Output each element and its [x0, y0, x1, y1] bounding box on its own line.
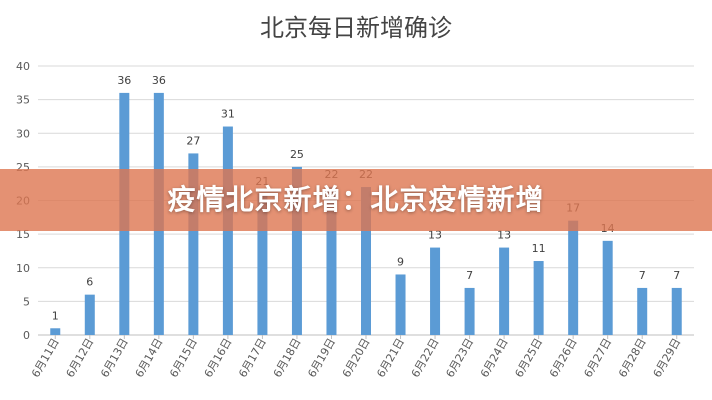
bar [671, 287, 682, 335]
x-tick-label: 6月19日 [305, 336, 338, 380]
y-tick-label: 5 [23, 295, 30, 308]
bar [430, 247, 441, 335]
y-tick-label: 35 [16, 94, 30, 107]
data-label: 31 [221, 108, 235, 121]
bar [533, 261, 544, 335]
y-tick-label: 0 [23, 329, 30, 342]
bar [50, 328, 61, 335]
bar [84, 294, 95, 335]
bar [291, 166, 302, 335]
x-tick-label: 6月28日 [616, 336, 649, 380]
bar [602, 240, 613, 335]
x-tick-label: 6月25日 [512, 336, 545, 380]
x-tick-label: 6月23日 [443, 336, 476, 380]
data-label: 36 [152, 74, 166, 87]
data-label: 7 [673, 269, 680, 282]
bar [637, 287, 648, 335]
x-tick-label: 6月20日 [340, 336, 373, 380]
overlay-banner: 疫情北京新增：北京疫情新增 [0, 169, 712, 231]
x-tick-label: 6月21日 [374, 336, 407, 380]
y-tick-label: 30 [16, 127, 30, 140]
data-label: 13 [428, 229, 442, 242]
x-tick-label: 6月27日 [582, 336, 615, 380]
data-label: 6 [86, 276, 93, 289]
x-tick-label: 6月26日 [547, 336, 580, 380]
x-tick-label: 6月17日 [236, 336, 269, 380]
bar [361, 187, 371, 335]
chart-title: 北京每日新增确诊 [260, 14, 452, 42]
data-label: 7 [639, 269, 646, 282]
data-label: 13 [497, 229, 511, 242]
bar [257, 193, 268, 335]
data-label: 1 [52, 309, 59, 322]
x-tick-label: 6月16日 [202, 336, 235, 380]
x-tick-label: 6月18日 [271, 336, 304, 380]
bar [188, 153, 199, 335]
x-tick-label: 6月29日 [651, 336, 684, 380]
data-label: 11 [532, 242, 546, 255]
x-tick-label: 6月15日 [167, 336, 200, 380]
bar [499, 247, 510, 335]
bar [464, 287, 475, 335]
bar [395, 274, 406, 335]
data-label: 36 [117, 74, 131, 87]
x-tick-label: 6月24日 [478, 336, 511, 380]
x-tick-label: 6月11日 [29, 336, 62, 380]
y-tick-label: 10 [16, 262, 30, 275]
data-label: 27 [186, 134, 200, 147]
x-tick-label: 6月13日 [98, 336, 131, 380]
banner-text: 疫情北京新增：北京疫情新增 [167, 183, 545, 216]
data-label: 7 [466, 269, 473, 282]
x-tick-label: 6月22日 [409, 336, 442, 380]
x-tick-label: 6月12日 [64, 336, 97, 380]
y-tick-label: 40 [16, 60, 30, 73]
data-label: 9 [397, 255, 404, 268]
y-tick-label: 15 [16, 228, 30, 241]
bar [326, 187, 337, 335]
data-label: 25 [290, 148, 304, 161]
bar [568, 220, 579, 335]
x-tick-label: 6月14日 [133, 336, 166, 380]
